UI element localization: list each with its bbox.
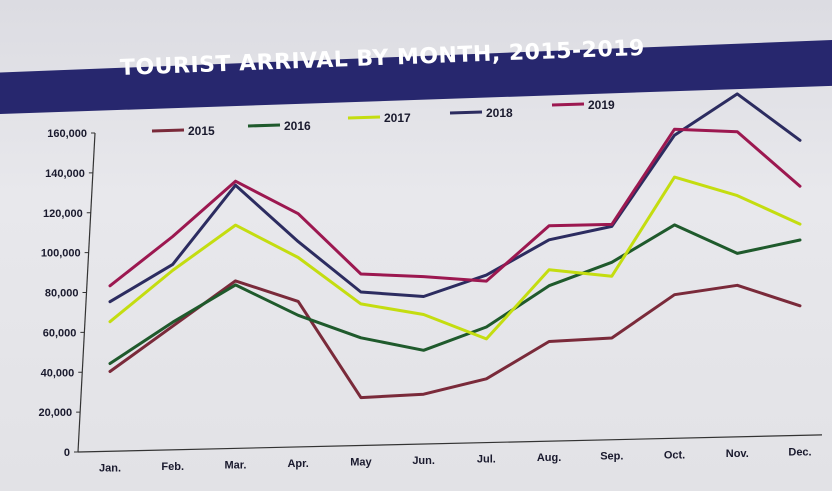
y-tick-label: 160,000 [47, 128, 87, 140]
legend-swatch-2015 [151, 128, 185, 133]
x-tick-label: Nov. [726, 448, 749, 460]
y-tick-label: 40,000 [41, 367, 75, 379]
x-tick-label: Dec. [788, 446, 811, 458]
series-line-2017 [108, 175, 802, 341]
legend-label-2019: 2019 [588, 98, 615, 112]
x-tick-label: Jun. [412, 455, 435, 467]
legend-label-2015: 2015 [188, 124, 215, 138]
x-tick-label: Jul. [477, 454, 496, 466]
series-line-2015 [108, 279, 802, 400]
y-tick-label: 100,000 [41, 248, 81, 260]
y-tick-label: 20,000 [38, 407, 72, 419]
series-line-2019 [108, 127, 802, 288]
legend-swatch-2019 [551, 102, 585, 107]
x-tick-label: Sep. [600, 451, 623, 463]
legend-label-2017: 2017 [384, 111, 411, 125]
x-axis-line [77, 434, 823, 453]
legend-label-2018: 2018 [486, 106, 513, 120]
x-tick-label: May [350, 456, 372, 468]
legend-label-2016: 2016 [284, 119, 311, 133]
legend-swatch-2016 [247, 123, 281, 128]
legend-swatch-2017 [347, 115, 381, 120]
y-tick-label: 60,000 [43, 327, 77, 339]
y-tick-label: 0 [64, 447, 70, 459]
y-tick-label: 140,000 [45, 168, 85, 180]
legend-swatch-2018 [449, 110, 483, 115]
y-tick-label: 80,000 [45, 288, 79, 300]
x-tick-label: Jan. [99, 462, 121, 474]
x-tick-label: Oct. [664, 449, 685, 461]
series-line-2016 [108, 223, 802, 365]
x-tick-label: Mar. [224, 459, 246, 471]
y-tick-label: 120,000 [43, 208, 83, 220]
x-tick-label: Apr. [287, 458, 308, 470]
x-tick-label: Feb. [161, 461, 184, 473]
x-tick-label: Aug. [537, 452, 561, 464]
